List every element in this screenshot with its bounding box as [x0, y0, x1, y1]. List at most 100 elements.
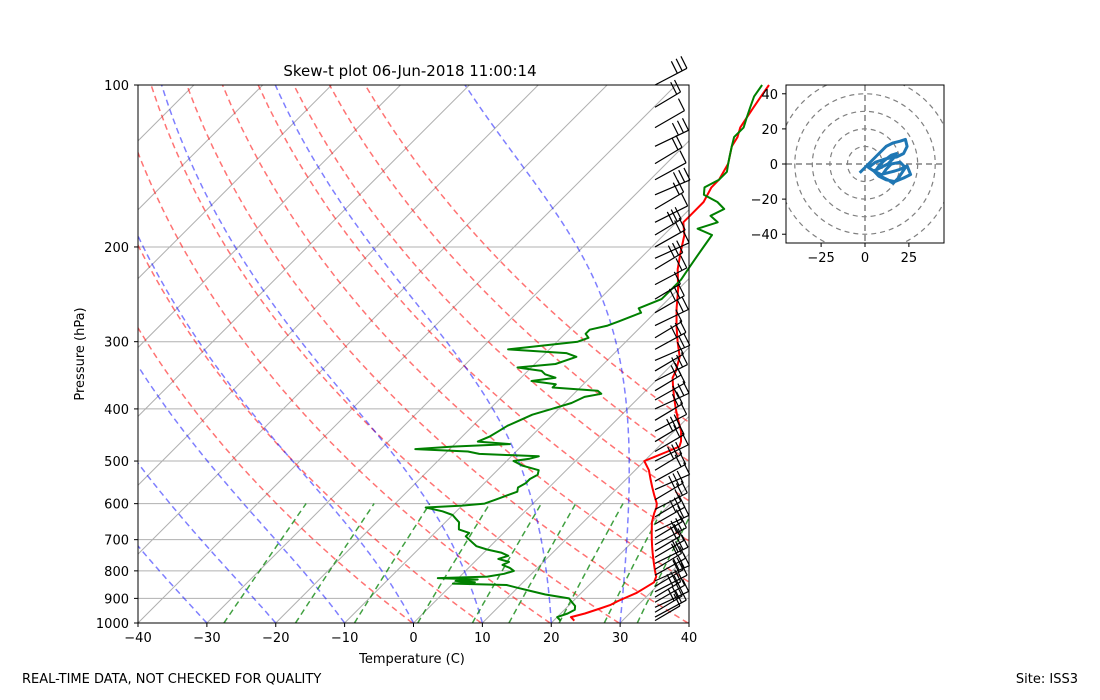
plot-frame: [137, 84, 690, 624]
moist-adiabat: [138, 461, 277, 623]
dry-adiabat: [138, 243, 482, 623]
x-tick-label: −40: [124, 631, 151, 646]
dewpoint-profile: [414, 84, 763, 622]
quality-disclaimer: REAL-TIME DATA, NOT CHECKED FOR QUALITY: [22, 672, 322, 687]
mixing-ratio-line: [636, 516, 689, 623]
skew-t-plot: Skew-t plot 06-Jun-2018 11:00:14 −40 −30 −…: [73, 56, 770, 667]
isotherm-gridline: [344, 277, 689, 623]
isotherm-gridline: [138, 85, 332, 280]
wind-barb: [654, 572, 686, 603]
isotherm-gridline: [619, 553, 689, 623]
x-tick-label: −30: [193, 631, 220, 646]
x-tick-label: 40: [681, 631, 698, 646]
wind-barb: [654, 545, 687, 576]
mixing-ratio-line: [353, 503, 431, 623]
hodograph-trace: [858, 137, 913, 185]
moist-adiabat: [464, 85, 630, 623]
y-tick-label: 700: [104, 534, 129, 549]
dry-adiabat: [364, 85, 689, 424]
dry-adiabat: [328, 85, 689, 463]
wind-barb: [654, 297, 689, 327]
y-tick-label: 200: [104, 241, 129, 256]
wind-barb: [654, 56, 688, 86]
wind-barb: [654, 135, 683, 165]
moist-adiabat: [138, 544, 208, 623]
hodograph-x-tick-label: 0: [861, 251, 869, 266]
x-axis-label: Temperature (C): [358, 652, 465, 667]
wind-barb: [654, 118, 690, 147]
dry-adiabat: [150, 85, 620, 623]
isotherm-gridline: [138, 85, 608, 555]
wind-barb: [654, 432, 689, 462]
wind-barb: [654, 79, 682, 108]
y-axis-label: Pressure (hPa): [73, 307, 88, 400]
y-tick-label: 900: [104, 592, 129, 607]
wind-barb: [654, 98, 686, 129]
wind-barb: [654, 167, 691, 196]
wind-barb: [654, 271, 681, 300]
dry-adiabat: [293, 85, 689, 502]
isotherm-gridline: [275, 209, 689, 623]
y-tick-label: 1000: [96, 617, 129, 632]
wind-barb: [654, 206, 682, 236]
axes: −40 −30 −20 −10 0 10 20 30 40 1000 900 800 700 600 500…: [96, 79, 697, 646]
wind-barb: [654, 230, 690, 259]
moist-adiabat: [160, 85, 484, 623]
hodograph-line: [858, 137, 913, 185]
moist-adiabat: [138, 234, 415, 623]
hodograph-axes: −25 0 25 −40 −20 0 20 40: [751, 88, 918, 266]
wind-barb: [654, 309, 683, 339]
hodograph-y-tick-label: 20: [761, 123, 778, 138]
hodograph-ring: [794, 93, 936, 235]
wind-barb: [654, 255, 688, 286]
hodograph-x-tick-label: −25: [807, 251, 834, 266]
wind-barb: [654, 193, 689, 223]
y-tick-label: 400: [104, 403, 129, 418]
dry-adiabat: [186, 85, 689, 623]
dry-adiabat: [221, 85, 689, 583]
wind-barb: [654, 480, 688, 510]
y-tick-label: 100: [104, 79, 129, 94]
hodograph-y-tick-label: 40: [761, 88, 778, 103]
x-tick-label: −10: [331, 631, 358, 646]
skew-grid: [138, 85, 689, 623]
isotherm-gridline: [550, 484, 689, 623]
isotherm-gridline: [138, 85, 677, 623]
wind-barb: [654, 579, 690, 608]
hodograph-y-tick-label: 0: [770, 158, 778, 173]
moist-adiabat: [138, 364, 346, 623]
mixing-ratio-line: [294, 503, 375, 623]
isotherm-gridline: [138, 85, 264, 211]
chart-title: Skew-t plot 06-Jun-2018 11:00:14: [283, 62, 536, 80]
wind-barbs: [654, 56, 691, 622]
isotherm-gridline: [482, 415, 689, 623]
isotherm-gridline: [138, 85, 401, 349]
isotherm-gridline: [206, 140, 689, 623]
site-label: Site: ISS3: [1015, 672, 1078, 687]
y-tick-label: 500: [104, 455, 129, 470]
dry-adiabat: [257, 85, 689, 542]
x-tick-label: 0: [409, 631, 417, 646]
wind-barb: [654, 283, 685, 314]
wind-barb: [654, 380, 690, 410]
wind-barb: [654, 333, 691, 361]
x-tick-label: −20: [262, 631, 289, 646]
y-tick-label: 600: [104, 498, 129, 513]
wind-barb: [654, 562, 688, 593]
y-tick-label: 800: [104, 565, 129, 580]
mixing-ratio-line: [223, 503, 307, 623]
wind-barb: [654, 528, 685, 558]
hodograph-y-tick-label: −20: [751, 193, 778, 208]
wind-barb: [654, 489, 682, 518]
isotherm-gridline: [138, 85, 470, 418]
wind-barb: [654, 341, 684, 372]
x-tick-label: 30: [612, 631, 629, 646]
wind-barb: [654, 470, 684, 501]
dry-adiabat: [138, 150, 551, 623]
hodograph-y-tick-label: −40: [751, 228, 778, 243]
x-tick-label: 10: [474, 631, 491, 646]
isotherm-gridline: [138, 85, 539, 486]
isotherm-gridline: [138, 85, 195, 142]
wind-barb: [654, 150, 687, 181]
